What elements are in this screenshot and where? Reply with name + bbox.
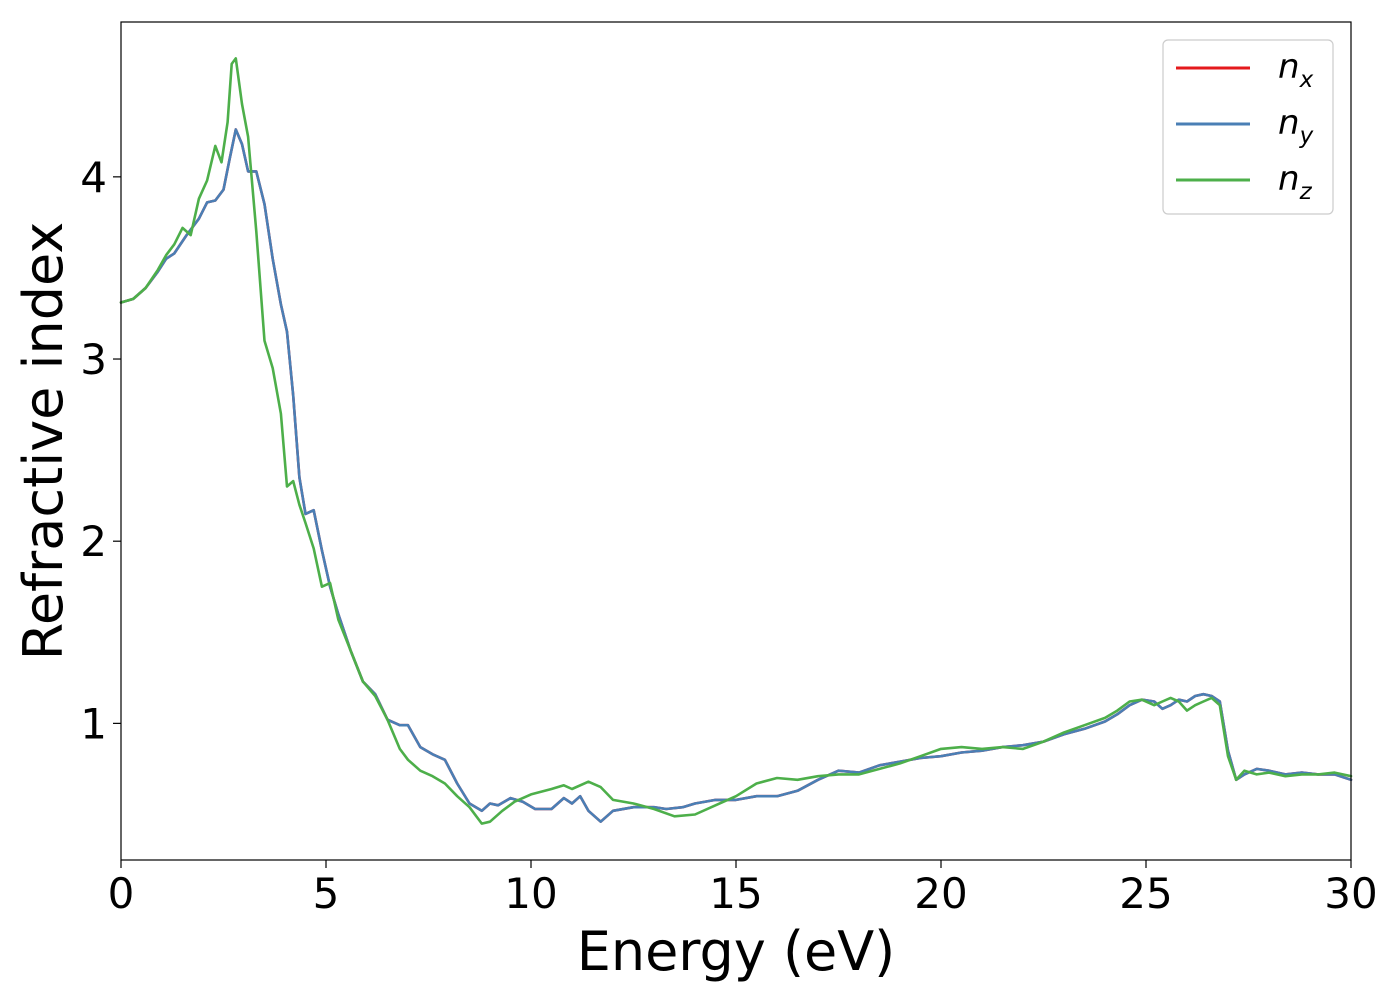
y-axis: 1 2 3 4 bbox=[80, 153, 121, 748]
y-tick-label: 3 bbox=[80, 335, 107, 384]
legend-label-z: nz bbox=[1278, 159, 1313, 205]
x-tick-label: 30 bbox=[1324, 869, 1377, 918]
x-tick-label: 10 bbox=[504, 869, 557, 918]
x-tick-label: 0 bbox=[108, 869, 135, 918]
legend-subscript: z bbox=[1299, 179, 1313, 205]
x-tick-label: 20 bbox=[914, 869, 967, 918]
x-tick-label: 25 bbox=[1119, 869, 1172, 918]
y-axis-label: Refractive index bbox=[12, 222, 75, 661]
x-tick-label: 15 bbox=[709, 869, 762, 918]
series-line-z bbox=[119, 57, 1353, 825]
y-tick-label: 2 bbox=[80, 517, 107, 566]
y-tick-label: 4 bbox=[80, 153, 107, 202]
legend-subscript: y bbox=[1299, 123, 1314, 149]
x-axis-label: Energy (eV) bbox=[577, 920, 896, 983]
x-tick-label: 5 bbox=[313, 869, 340, 918]
legend-box bbox=[1162, 39, 1334, 215]
x-axis: 0 5 10 15 20 25 30 bbox=[108, 860, 1378, 918]
series-line-y bbox=[119, 128, 1353, 823]
y-tick-label: 1 bbox=[80, 699, 107, 748]
plot-area-background bbox=[121, 22, 1351, 860]
series-layer bbox=[119, 57, 1353, 825]
legend-subscript: x bbox=[1299, 67, 1314, 93]
